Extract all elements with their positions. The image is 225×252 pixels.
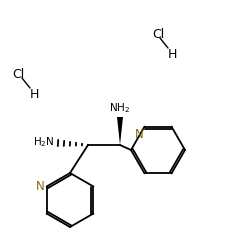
Text: N: N <box>36 180 45 193</box>
Text: Cl: Cl <box>12 68 24 81</box>
Text: Cl: Cl <box>152 28 164 41</box>
Text: H: H <box>168 48 177 61</box>
Text: H$_2$N: H$_2$N <box>34 135 55 149</box>
Text: NH$_2$: NH$_2$ <box>109 101 130 115</box>
Text: H: H <box>30 88 39 101</box>
Polygon shape <box>117 117 123 145</box>
Text: N: N <box>135 128 144 141</box>
